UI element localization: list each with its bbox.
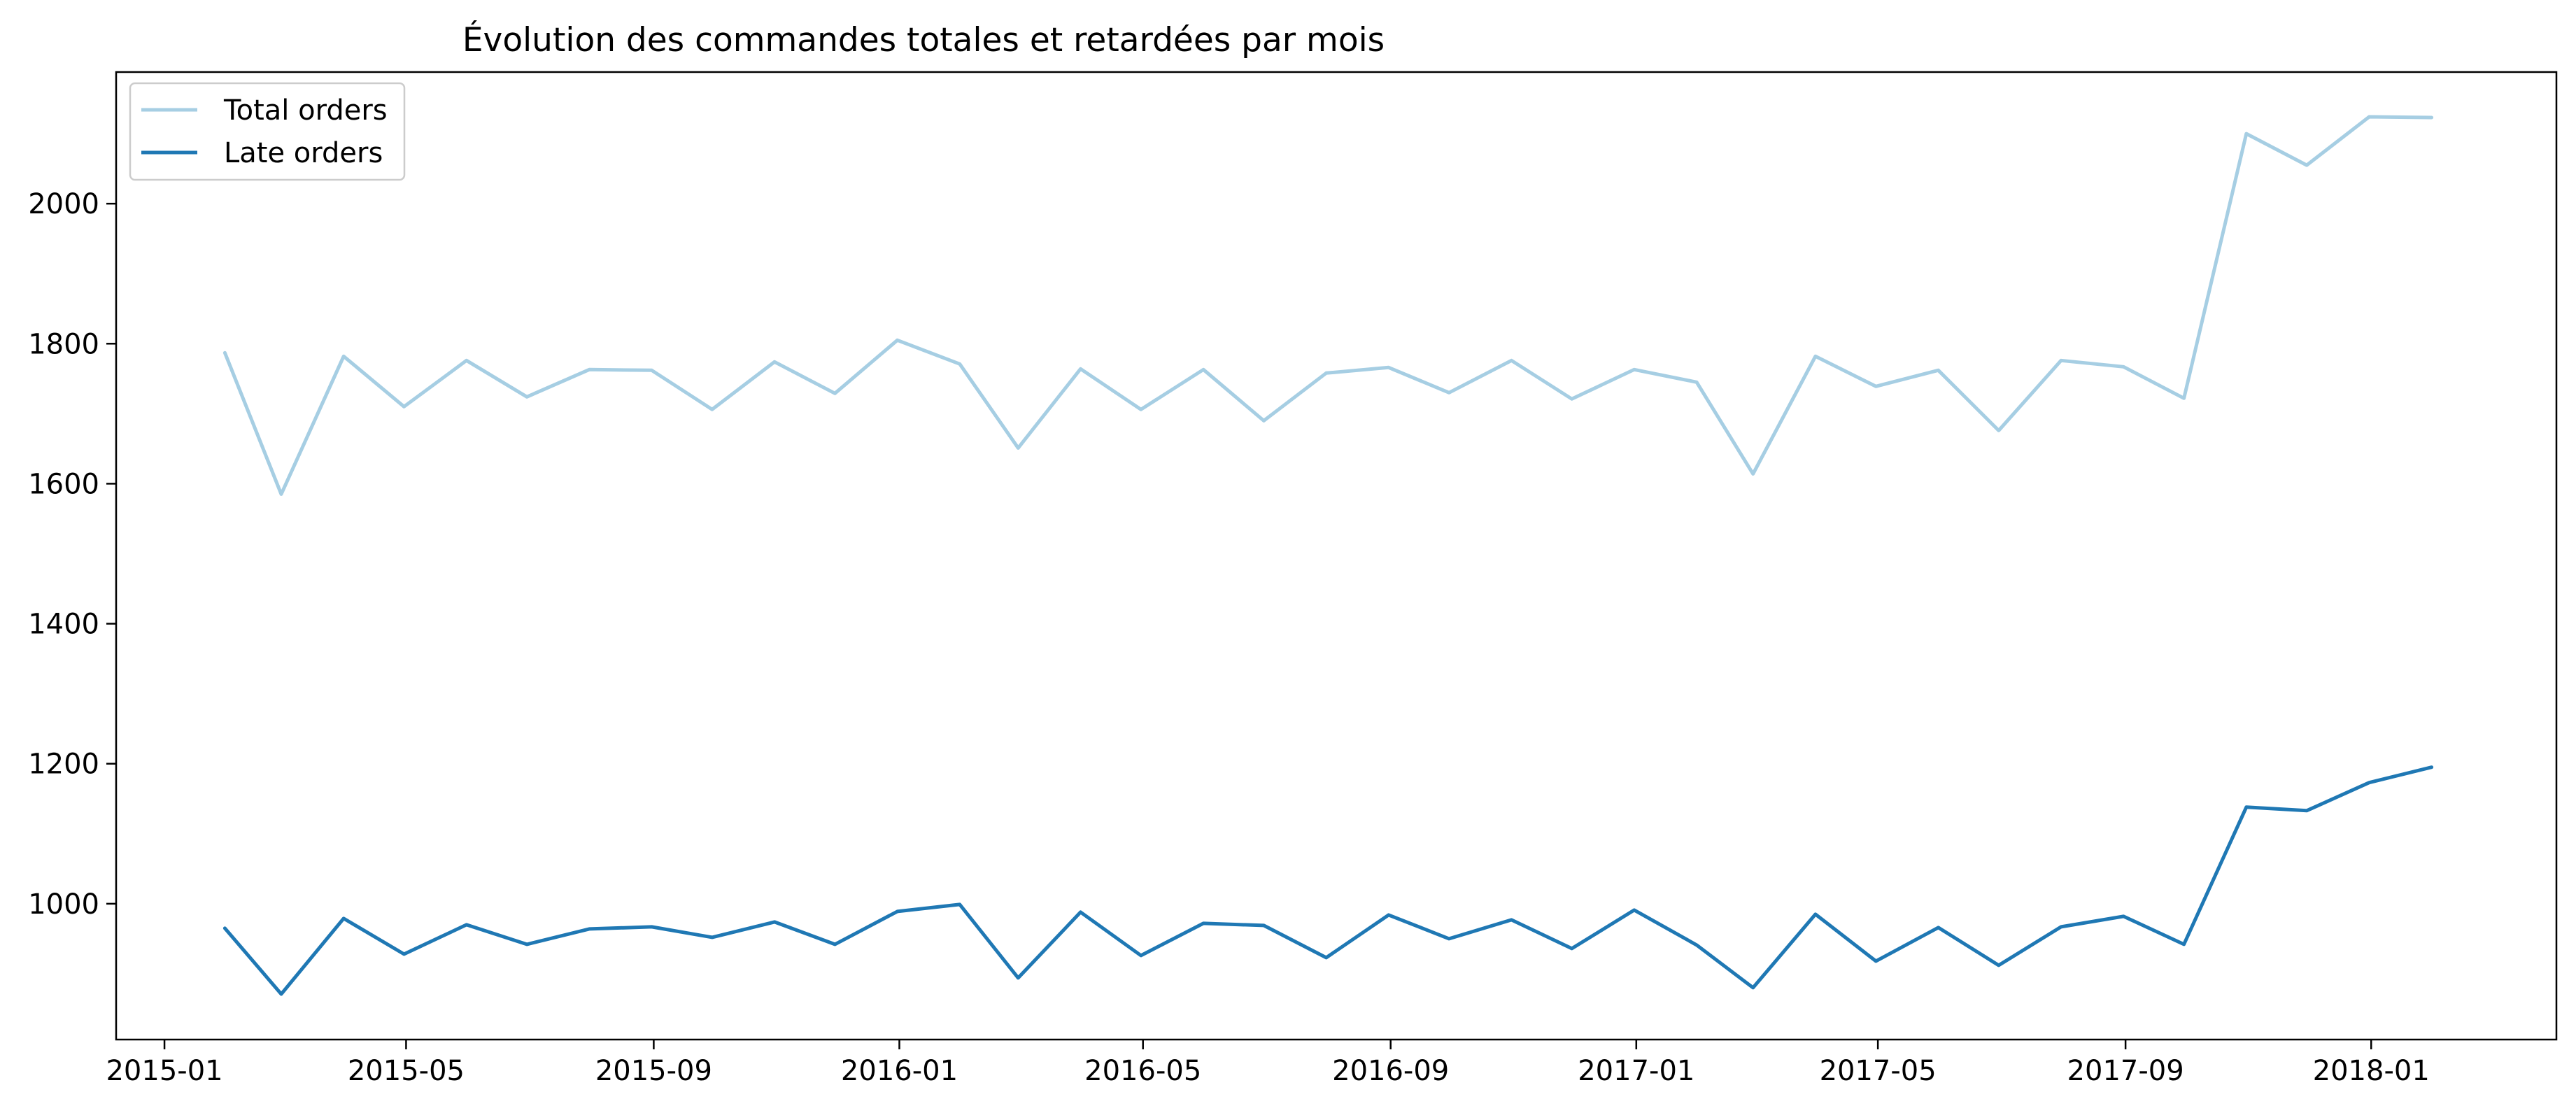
x-tick-label: 2016-09 — [1332, 1055, 1449, 1087]
plot-area: 2015-01 2015-05 2015-09 2016-01 2016-05 2016-… — [28, 71, 2558, 1087]
y-tick-label: 1200 — [28, 749, 99, 781]
axes-frame — [115, 71, 2558, 1041]
x-tick-label: 2017-09 — [2067, 1055, 2184, 1087]
series-line-total-orders — [222, 115, 2434, 496]
legend-label: Total orders — [223, 94, 388, 127]
y-tick-label: 1600 — [28, 468, 99, 500]
x-tick-label: 2015-01 — [106, 1055, 222, 1087]
y-tick-label: 2000 — [28, 188, 99, 220]
x-tick-label: 2015-09 — [595, 1055, 712, 1087]
y-tick-label: 1800 — [28, 328, 99, 360]
x-tick-label: 2017-01 — [1578, 1055, 1694, 1087]
y-tick-label: 1400 — [28, 609, 99, 641]
y-tick-label: 1000 — [28, 888, 99, 921]
x-tick-label: 2015-05 — [348, 1055, 465, 1087]
x-tick-label: 2016-05 — [1084, 1055, 1201, 1087]
series-line-late-orders — [222, 765, 2434, 996]
chart-title: Évolution des commandes totales et retar… — [462, 21, 1385, 59]
x-tick-label: 2018-01 — [2313, 1055, 2430, 1087]
legend-box — [129, 82, 406, 181]
legend-label: Late orders — [224, 137, 383, 169]
x-tick-label: 2016-01 — [841, 1055, 958, 1087]
x-tick-label: 2017-05 — [1820, 1055, 1937, 1087]
